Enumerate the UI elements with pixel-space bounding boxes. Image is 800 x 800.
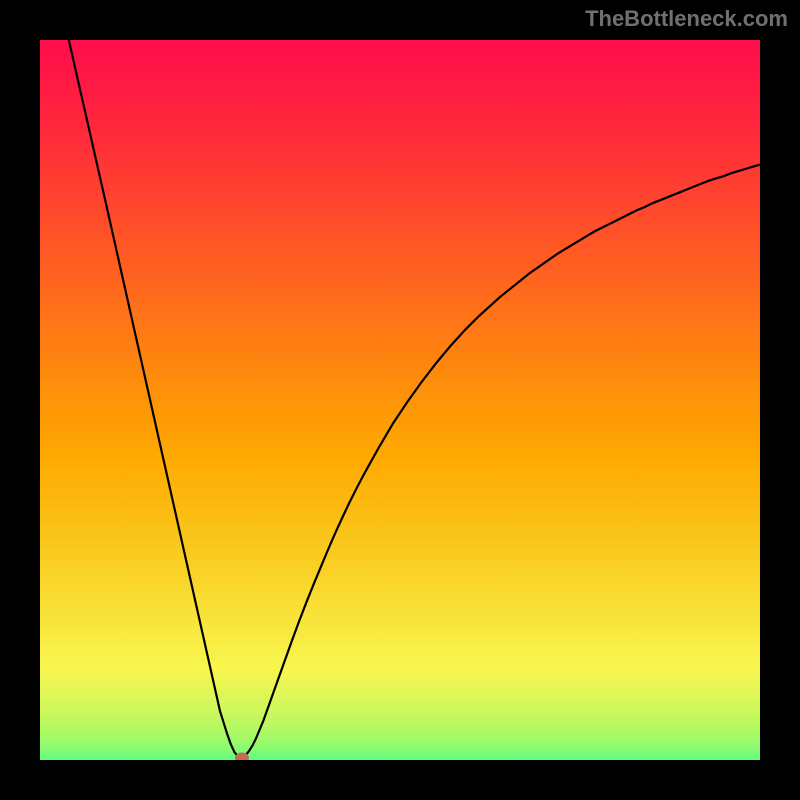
plot-area: [40, 40, 760, 760]
marker-dot: [235, 752, 249, 760]
curve-svg: [40, 40, 760, 760]
chart-container: { "attribution": { "text": "TheBottlenec…: [0, 0, 800, 800]
bottleneck-curve: [69, 40, 760, 758]
attribution-text: TheBottleneck.com: [585, 6, 788, 32]
